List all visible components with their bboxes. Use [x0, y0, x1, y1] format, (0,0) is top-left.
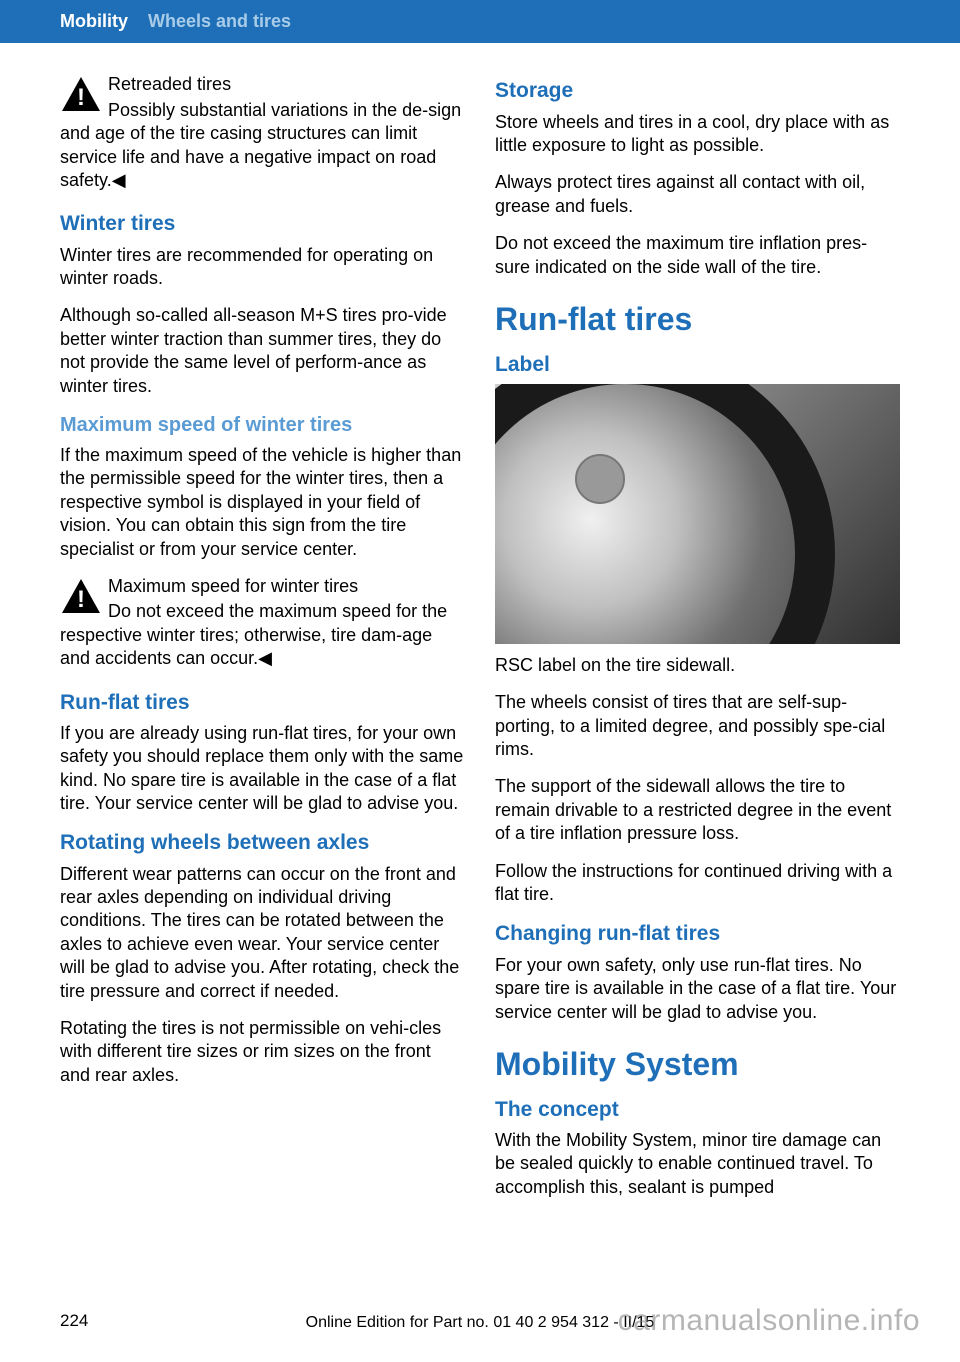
section-runflat: Run-flat tires [495, 299, 900, 341]
para: Do not exceed the maximum tire inflation… [495, 232, 900, 279]
heading-storage: Storage [495, 77, 900, 104]
heading-runflat: Run-flat tires [60, 689, 465, 716]
para: Different wear patterns can occur on the… [60, 863, 465, 1003]
tire-image [495, 384, 900, 644]
para: Follow the instructions for continued dr… [495, 860, 900, 907]
svg-text:!: ! [77, 84, 85, 111]
para: Winter tires are recommended for operati… [60, 244, 465, 291]
warning-max-speed: ! Maximum speed for winter tires Do not … [60, 575, 465, 671]
para: If you are already using run-flat tires,… [60, 722, 465, 816]
warning-title: Retreaded tires [60, 73, 465, 96]
warning-body: Do not exceed the maximum speed for the … [60, 600, 465, 670]
content-area: ! Retreaded tires Possibly substantial v… [0, 43, 960, 1213]
para: If the maximum speed of the vehicle is h… [60, 444, 465, 561]
para: Rotating the tires is not permissible on… [60, 1017, 465, 1087]
watermark: carmanualsonline.info [618, 1301, 920, 1340]
warning-icon: ! [60, 75, 102, 113]
heading-changing: Changing run-flat tires [495, 920, 900, 947]
heading-winter-tires: Winter tires [60, 210, 465, 237]
heading-max-speed: Maximum speed of winter tires [60, 412, 465, 438]
svg-text:!: ! [77, 586, 85, 613]
right-column: Storage Store wheels and tires in a cool… [495, 73, 900, 1213]
para: With the Mobility System, minor tire dam… [495, 1129, 900, 1199]
warning-icon: ! [60, 577, 102, 615]
heading-rotating: Rotating wheels between axles [60, 829, 465, 856]
warning-retreaded: ! Retreaded tires Possibly substantial v… [60, 73, 465, 192]
heading-concept: The concept [495, 1096, 900, 1123]
para: The wheels consist of tires that are sel… [495, 691, 900, 761]
left-column: ! Retreaded tires Possibly substantial v… [60, 73, 465, 1213]
section-mobility-system: Mobility System [495, 1044, 900, 1086]
warning-title: Maximum speed for winter tires [60, 575, 465, 598]
para: RSC label on the tire sidewall. [495, 654, 900, 677]
rsc-label-spot [575, 454, 625, 504]
breadcrumb-mobility: Mobility [60, 10, 128, 33]
para: Always protect tires against all contact… [495, 171, 900, 218]
para: Store wheels and tires in a cool, dry pl… [495, 111, 900, 158]
heading-label: Label [495, 351, 900, 378]
para: For your own safety, only use run-flat t… [495, 954, 900, 1024]
header-bar: Mobility Wheels and tires [0, 0, 960, 43]
breadcrumb-wheels: Wheels and tires [148, 10, 291, 33]
warning-body: Possibly substantial variations in the d… [60, 99, 465, 193]
para: The support of the sidewall allows the t… [495, 775, 900, 845]
para: Although so-called all-season M+S tires … [60, 304, 465, 398]
